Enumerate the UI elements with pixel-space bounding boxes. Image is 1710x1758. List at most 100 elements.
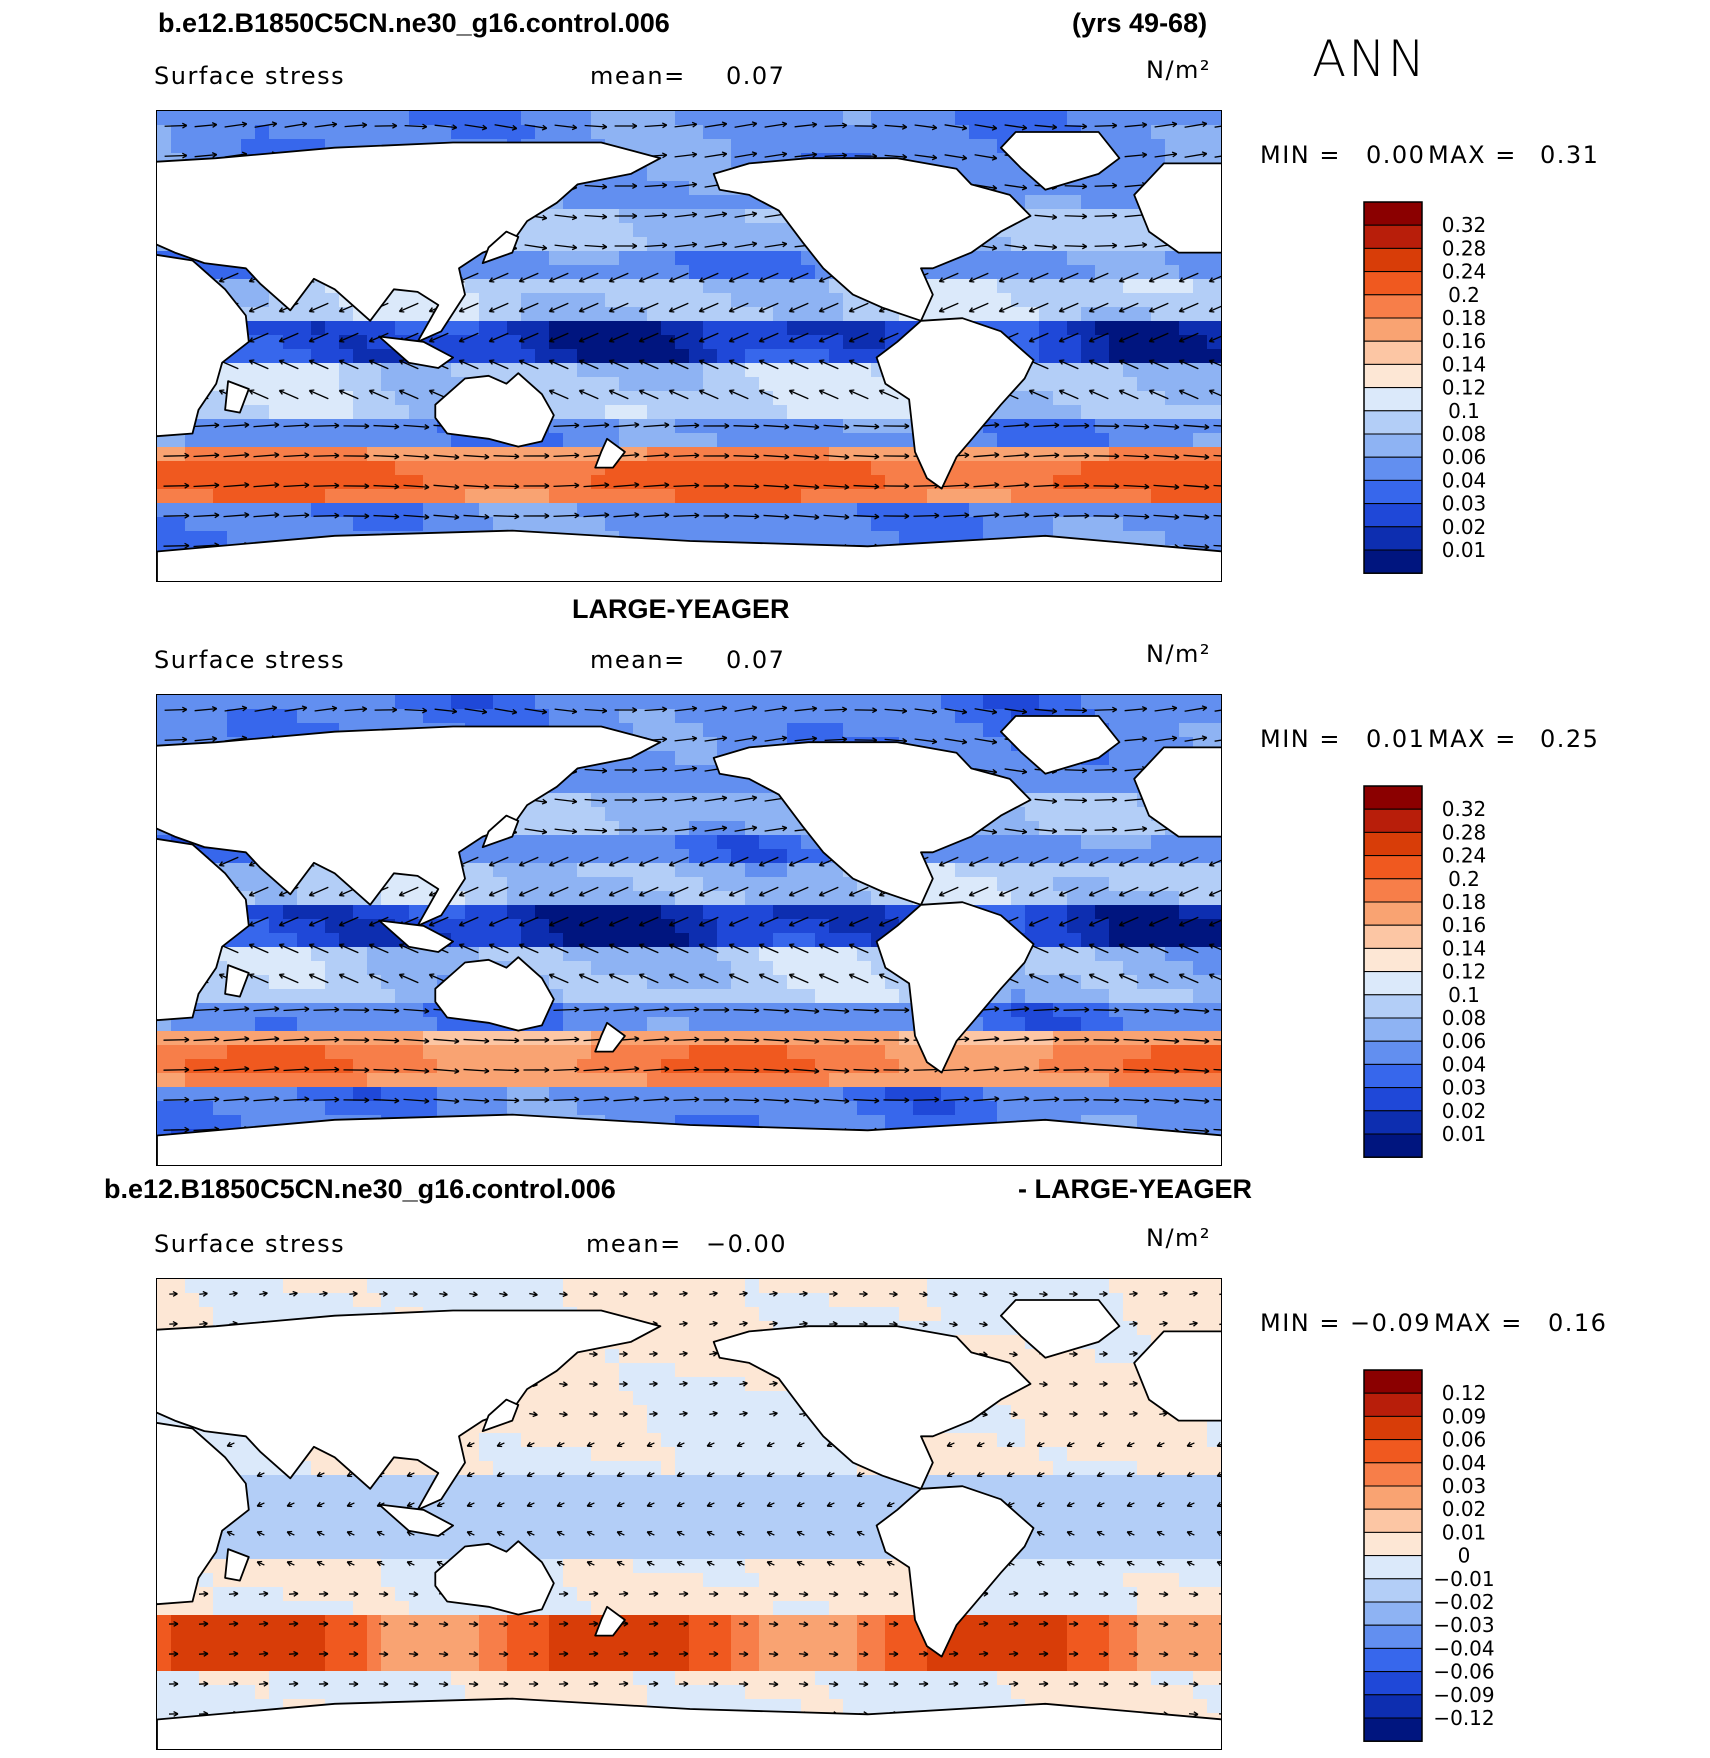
field-cell	[1053, 863, 1068, 878]
field-cell	[1109, 779, 1124, 794]
field-cell	[465, 947, 480, 962]
field-cell	[633, 195, 648, 210]
field-cell	[647, 237, 662, 252]
wind-vector	[763, 453, 790, 460]
field-cell	[1165, 835, 1180, 850]
field-cell	[353, 433, 368, 448]
field-cell	[997, 503, 1012, 518]
field-cell	[1151, 321, 1166, 336]
wind-vector	[584, 213, 608, 220]
field-cell	[591, 265, 606, 280]
field-cell	[745, 807, 760, 822]
wind-vector	[248, 389, 269, 400]
field-cell	[367, 377, 382, 392]
field-cell	[675, 961, 690, 976]
field-cell	[1081, 933, 1096, 948]
field-cell	[857, 307, 872, 322]
field-cell	[605, 377, 620, 392]
field-cell	[787, 489, 802, 504]
field-cell	[1025, 849, 1040, 864]
field-cell	[717, 349, 732, 364]
wind-vector	[668, 302, 689, 313]
field-cell	[661, 503, 676, 518]
field-cell	[857, 531, 872, 546]
field-cell	[1011, 807, 1026, 822]
field-cell	[591, 919, 606, 934]
field-cell	[689, 503, 704, 518]
field-cell	[913, 695, 928, 710]
field-cell	[1039, 933, 1054, 948]
wind-vector	[308, 332, 329, 343]
field-cell	[1053, 279, 1068, 294]
field-cell	[563, 195, 578, 210]
field-cell	[787, 723, 802, 738]
field-cell	[801, 489, 816, 504]
field-cell	[1193, 349, 1208, 364]
field-cell	[1151, 975, 1166, 990]
field-cell	[171, 517, 186, 532]
field-cell	[1137, 391, 1152, 406]
field-cell	[381, 111, 396, 126]
field-cell	[1095, 779, 1110, 794]
field-cell	[577, 433, 592, 448]
field-cell	[885, 905, 900, 920]
field-cell	[339, 335, 354, 350]
field-cell	[647, 405, 662, 420]
field-cell	[1081, 363, 1096, 378]
field-cell	[829, 349, 844, 364]
field-cell	[675, 821, 690, 836]
field-cell	[731, 975, 746, 990]
field-cell	[185, 503, 200, 518]
field-cell	[521, 863, 536, 878]
field-cell	[1207, 709, 1221, 724]
field-cell	[605, 321, 620, 336]
field-cell	[549, 821, 564, 836]
field-cell	[745, 723, 760, 738]
wind-vector	[614, 213, 638, 219]
field-cell	[675, 933, 690, 948]
wind-vector	[614, 183, 638, 189]
field-cell	[577, 405, 592, 420]
field-cell	[801, 933, 816, 948]
field-cell	[731, 723, 746, 738]
field-cell	[1221, 167, 1222, 182]
field-cell	[731, 293, 746, 308]
field-cell	[1207, 723, 1221, 738]
field-cell	[465, 933, 480, 948]
field-cell	[577, 489, 592, 504]
field-cell	[171, 461, 186, 476]
field-cell	[227, 863, 242, 878]
wind-vector	[698, 302, 719, 313]
field-cell	[353, 111, 368, 126]
field-cell	[1109, 279, 1124, 294]
field-cell	[605, 807, 620, 822]
field-cell	[213, 433, 228, 448]
panel1-units: N/m²	[1146, 56, 1212, 84]
field-cell	[619, 293, 634, 308]
field-cell	[927, 723, 942, 738]
field-cell	[647, 751, 662, 766]
field-cell	[241, 475, 256, 490]
wind-vector	[458, 332, 479, 343]
field-cell	[1081, 433, 1096, 448]
wind-vector	[698, 332, 719, 343]
field-cell	[759, 447, 774, 462]
field-cell	[577, 209, 592, 224]
field-cell	[941, 503, 956, 518]
field-cell	[591, 195, 606, 210]
field-cell	[479, 695, 494, 710]
field-cell	[843, 975, 858, 990]
field-cell	[1067, 503, 1082, 518]
colorbar-swatch	[1363, 387, 1423, 412]
field-cell	[661, 961, 676, 976]
field-cell	[563, 363, 578, 378]
field-cell	[773, 709, 788, 724]
field-cell	[773, 461, 788, 476]
field-cell	[731, 461, 746, 476]
field-cell	[479, 849, 494, 864]
field-cell	[619, 251, 634, 266]
field-cell	[1011, 891, 1026, 906]
field-cell	[157, 503, 172, 518]
field-cell	[997, 863, 1012, 878]
field-cell	[1207, 461, 1221, 476]
